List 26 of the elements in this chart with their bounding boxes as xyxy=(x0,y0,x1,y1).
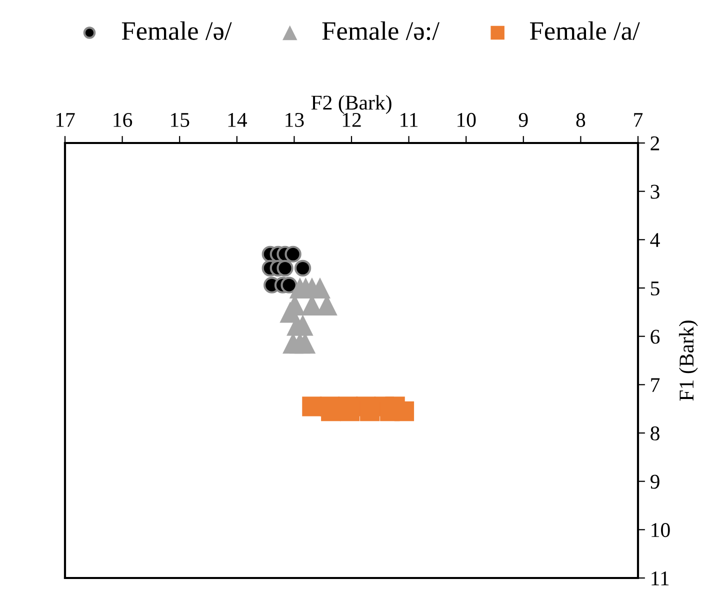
y-tick-label: 2 xyxy=(650,136,660,150)
y-tick-label: 9 xyxy=(650,474,660,489)
y-tick-label: 5 xyxy=(651,282,660,296)
x-tick-label: 15 xyxy=(171,113,190,127)
x-tick-label: 11 xyxy=(400,113,418,127)
y-tick-label: 7 xyxy=(651,378,660,392)
y-tick-label: 3 xyxy=(650,184,660,199)
x-tick-label: 8 xyxy=(576,112,586,127)
x-tick-label: 9 xyxy=(518,112,528,127)
y-tick-label: 4 xyxy=(650,233,660,247)
x-tick-label: 16 xyxy=(114,112,132,127)
x-tick-label: 10 xyxy=(458,112,476,127)
x-tick-label: 7 xyxy=(634,113,643,127)
legend-label: Female /ə:/ xyxy=(322,21,440,40)
legend-label: Female /ə/ xyxy=(122,21,232,40)
x-tick-label: 14 xyxy=(228,113,247,127)
x-tick-label: 17 xyxy=(56,113,75,127)
y-tick-label: 8 xyxy=(650,426,660,440)
y-axis-title: F1 (Bark) xyxy=(678,320,698,401)
y-tick-label: 6 xyxy=(650,330,660,344)
x-axis-title: F2 (Bark) xyxy=(311,95,392,114)
y-tick-label: 10 xyxy=(652,523,670,538)
x-tick-label: 13 xyxy=(286,112,304,127)
y-tick-label: 11 xyxy=(652,571,669,586)
x-tick-label: 12 xyxy=(342,112,361,127)
legend-label: Female /a/ xyxy=(530,21,640,40)
